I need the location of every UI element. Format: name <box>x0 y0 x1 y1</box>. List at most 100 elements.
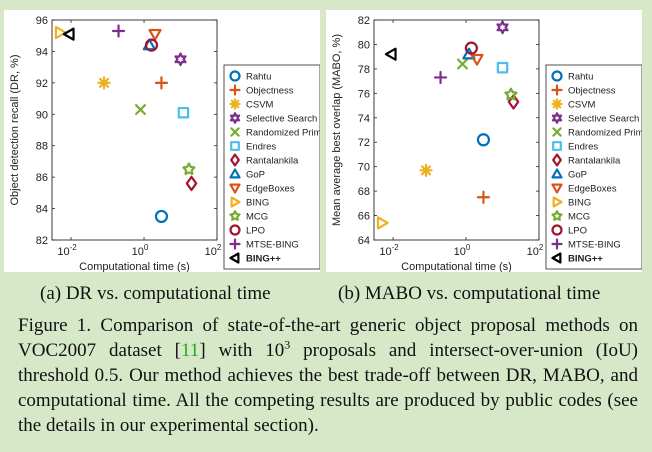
legend-label-objectness: Objectness <box>246 86 294 97</box>
legend-marker-edgeboxes <box>551 183 563 194</box>
dr-point-bingplusplus <box>62 27 75 41</box>
legend-marker-gop <box>551 168 563 179</box>
x-tick-base: 10 <box>57 246 69 258</box>
dr-point-mcg <box>182 162 196 176</box>
legend-label-csvm: CSVM <box>246 100 274 111</box>
x-tick-exponent: -2 <box>392 243 400 252</box>
y-tick-label: 66 <box>358 211 370 223</box>
legend-marker-csvm <box>229 98 241 110</box>
mabo-point-csvm <box>419 163 433 177</box>
caption-text-2: ] with 10 <box>199 340 285 361</box>
dr-point-rahtu <box>154 209 169 224</box>
panel-dr: 82 84 86 88 90 92 94 96 10-2 100 102 Computational … <box>4 10 320 272</box>
x-tick-label: 100 <box>454 243 471 258</box>
dr-point-mtse-bing <box>111 24 126 38</box>
legend-marker-rahtu <box>229 70 241 82</box>
legend-label-endres: Endres <box>246 142 276 153</box>
mabo-point-lpo <box>464 41 478 55</box>
legend-marker-bingplusplus <box>229 252 240 264</box>
x-tick-base: 10 <box>379 246 391 258</box>
mabo-point-mcg <box>504 87 518 101</box>
x-tick-label: 102 <box>205 243 222 258</box>
x-tick-exponent: 2 <box>539 243 544 252</box>
mabo-point-endres <box>496 61 509 74</box>
legend-marker-rantalankila <box>230 153 240 167</box>
legend-box <box>223 64 320 270</box>
x-tick-label: 102 <box>527 243 544 258</box>
y-tick-label: 92 <box>36 78 48 90</box>
caption-label: Figure 1. <box>18 315 92 336</box>
mabo-point-randomized-prim <box>457 58 469 70</box>
x-tick-base: 10 <box>205 246 217 258</box>
legend-label-mtse-bing: MTSE-BING <box>568 240 621 251</box>
caption-superscript: 3 <box>284 337 291 352</box>
legend: Rahtu Objectness CSVM Selective Search Rando… <box>545 64 642 270</box>
legend-label-bing: BING <box>568 198 591 209</box>
legend-label-objectness: Objectness <box>568 86 616 97</box>
legend-label-gop: GoP <box>246 170 265 181</box>
legend-marker-bing <box>552 196 563 208</box>
legend-label-bingplusplus: BING++ <box>568 254 603 265</box>
plot-area <box>373 19 540 241</box>
legend-label-mcg: MCG <box>568 212 590 223</box>
legend-label-randomized-prim: Randomized Prim <box>568 128 642 139</box>
legend-marker-bing <box>230 196 241 208</box>
x-tick-exponent: 0 <box>144 243 149 252</box>
legend-marker-lpo <box>551 224 563 236</box>
y-axis-label: Mean average best overlap (MABO, %) <box>331 34 343 226</box>
x-axis-label: Computational time (s) <box>79 261 190 272</box>
x-tick-base: 10 <box>527 246 539 258</box>
y-tick-label: 76 <box>358 88 370 100</box>
legend-marker-endres <box>552 141 562 151</box>
legend-marker-mtse-bing <box>229 238 241 250</box>
y-tick-label: 82 <box>358 15 370 27</box>
legend-label-rahtu: Rahtu <box>568 72 593 83</box>
plot-area <box>51 19 218 241</box>
subcaption-a: (a) DR vs. computational time <box>40 283 271 304</box>
dr-point-rantalankila <box>185 175 198 192</box>
legend-label-endres: Endres <box>568 142 598 153</box>
legend-marker-selective-search <box>229 112 241 124</box>
legend-label-selective-search: Selective Search <box>568 114 639 125</box>
legend-marker-gop <box>229 168 241 179</box>
dr-point-endres <box>177 106 190 119</box>
mabo-point-objectness <box>476 190 491 204</box>
legend-marker-edgeboxes <box>229 183 241 194</box>
x-tick-exponent: -2 <box>70 243 78 252</box>
figure-caption: Figure 1. Comparison of state-of-the-art… <box>18 313 638 438</box>
legend-label-rantalankila: Rantalankila <box>568 156 621 167</box>
y-tick-label: 70 <box>358 162 370 174</box>
legend-label-csvm: CSVM <box>568 100 596 111</box>
legend-marker-endres <box>230 141 240 151</box>
caption-text-1: Comparison of state-of-the-art generic o… <box>18 315 638 361</box>
dr-point-selective-search <box>174 52 187 67</box>
legend-label-gop: GoP <box>568 170 587 181</box>
dr-point-randomized-prim <box>135 104 147 116</box>
y-tick-label: 90 <box>36 109 48 121</box>
x-axis-label: Computational time (s) <box>401 261 512 272</box>
legend-label-randomized-prim: Randomized Prim <box>246 128 320 139</box>
legend-label-rahtu: Rahtu <box>246 72 271 83</box>
dr-point-bing <box>54 25 67 40</box>
dr-point-lpo <box>144 38 159 52</box>
legend-marker-objectness <box>551 84 563 96</box>
y-tick-label: 88 <box>36 141 48 153</box>
legend-label-mtse-bing: MTSE-BING <box>246 240 299 251</box>
legend-marker-mcg <box>229 210 241 221</box>
legend-box <box>545 64 642 270</box>
legend-marker-objectness <box>229 84 241 96</box>
mabo-point-bingplusplus <box>384 47 397 61</box>
y-axis-label: Object detection recall (DR, %) <box>9 55 21 206</box>
x-tick-label: 100 <box>132 243 149 258</box>
y-tick-label: 72 <box>358 137 370 149</box>
dr-point-objectness <box>154 76 169 90</box>
legend-label-rantalankila: Rantalankila <box>246 156 299 167</box>
x-tick-base: 10 <box>454 246 466 258</box>
y-tick-label: 74 <box>358 113 370 125</box>
x-tick-exponent: 2 <box>217 243 222 252</box>
legend-label-lpo: LPO <box>246 226 265 237</box>
legend: Rahtu Objectness CSVM Selective Search Rando… <box>223 64 320 270</box>
citation-link[interactable]: 11 <box>181 340 200 361</box>
legend-label-mcg: MCG <box>246 212 268 223</box>
